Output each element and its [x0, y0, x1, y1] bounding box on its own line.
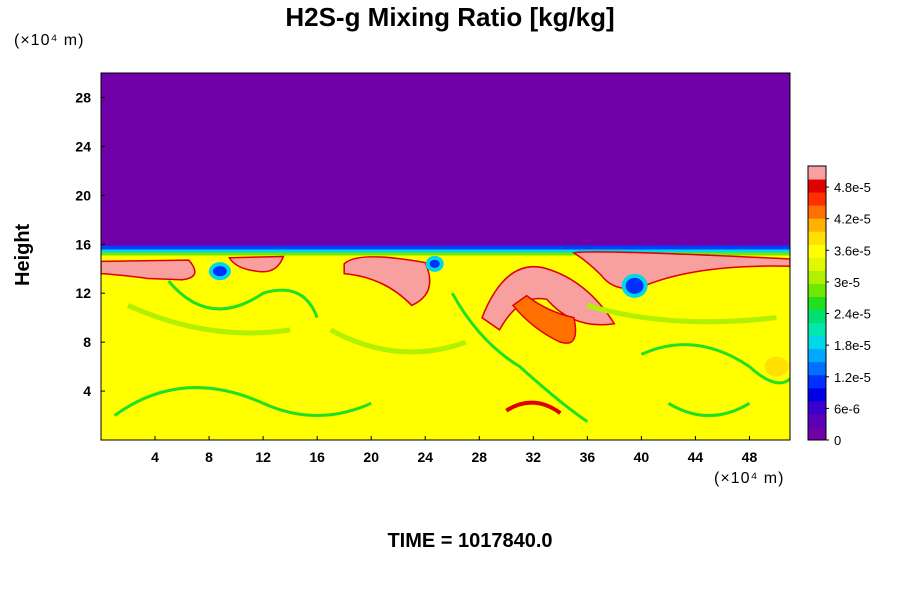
colorbar-segment: [808, 335, 826, 350]
colorbar-tick-label: 0: [834, 433, 841, 448]
swirl: [113, 386, 372, 417]
colorbar-segment: [808, 218, 826, 232]
y-tick-label: 28: [75, 89, 91, 105]
swirl: [640, 343, 790, 385]
colorbar-segment: [808, 205, 826, 219]
x-tick-label: 16: [309, 449, 325, 465]
colorbar-segment: [808, 348, 826, 363]
x-tick-label: 48: [742, 449, 758, 465]
plot-area: [101, 73, 790, 440]
x-tick-label: 40: [634, 449, 650, 465]
colorbar: 0 6e-6 1.2e-5 1.8e-5 2.4e-5 3e-5 3.6e-5 4.2e-5 4…: [807, 165, 871, 448]
field-feature: [511, 294, 577, 344]
colorbar-segment: [808, 283, 826, 297]
x-unit-label: (×10⁴ m): [714, 470, 785, 487]
interface-cyan: [101, 249, 790, 253]
colorbar-segment: [808, 400, 826, 415]
y-tick-label: 12: [75, 285, 91, 301]
field-feature: [343, 256, 431, 307]
region-upper-layer: [101, 73, 790, 251]
colorbar-segment: [808, 244, 826, 258]
x-tick-label: 24: [417, 449, 433, 465]
colorbar-segment: [808, 166, 826, 180]
swirl: [450, 292, 589, 423]
colorbar-segment: [808, 270, 826, 284]
eddy-core: [625, 277, 644, 294]
swirl: [667, 402, 751, 418]
colorbar-tick-label: 1.2e-5: [834, 370, 871, 385]
y-tick-label: 4: [83, 383, 91, 399]
field-feature: [228, 255, 285, 273]
colorbar-segment: [808, 387, 826, 402]
swirl: [167, 280, 319, 319]
swirl: [329, 327, 467, 355]
y-tick-label: 20: [75, 187, 91, 203]
y-tick-label: 16: [75, 236, 91, 252]
eddy-core: [212, 266, 227, 277]
field-feature: [101, 259, 196, 281]
colorbar-tick-label: 3e-5: [834, 275, 860, 290]
x-axis-ticks: 4 8 12 16 20 24 28 32 36 40 44 48: [151, 436, 757, 465]
x-tick-label: 36: [580, 449, 596, 465]
colorbar-segment: [808, 309, 826, 324]
colorbar-segment: [808, 361, 826, 376]
time-label: TIME = 1017840.0: [387, 530, 553, 552]
x-tick-label: 4: [151, 449, 159, 465]
x-tick-label: 28: [471, 449, 487, 465]
interface-green: [101, 252, 790, 256]
patch: [764, 356, 789, 377]
colorbar-segment: [808, 322, 826, 337]
colorbar-segment: [808, 296, 826, 311]
x-tick-label: 8: [205, 449, 213, 465]
y-axis-ticks: 4 8 12 16 20 24 28: [75, 89, 105, 399]
colorbar-tick-label: 4.8e-5: [834, 180, 871, 195]
x-tick-label: 20: [363, 449, 379, 465]
colorbar-tick-label: 2.4e-5: [834, 307, 871, 322]
colorbar-segment: [808, 413, 826, 428]
y-tick-label: 24: [75, 138, 91, 154]
colorbar-segment: [808, 231, 826, 245]
colorbar-tick-label: 3.6e-5: [834, 243, 871, 258]
y-unit-label: (×10⁴ m): [14, 32, 85, 49]
colorbar-tick-label: 6e-6: [834, 401, 860, 416]
x-tick-label: 44: [688, 449, 704, 465]
chart-title: H2S-g Mixing Ratio [kg/kg]: [285, 2, 615, 32]
colorbar-segment: [808, 192, 826, 206]
colorbar-segment: [808, 426, 826, 441]
x-tick-label: 12: [255, 449, 271, 465]
colorbar-tick-label: 4.2e-5: [834, 212, 871, 227]
colorbar-segment: [808, 257, 826, 271]
swirl: [586, 303, 777, 325]
eddy-core: [429, 259, 440, 268]
y-tick-label: 8: [83, 334, 91, 350]
plot-frame: [100, 72, 791, 441]
x-tick-label: 32: [526, 449, 542, 465]
colorbar-segment: [808, 374, 826, 389]
swirl: [126, 303, 291, 336]
colorbar-tick-label: 1.8e-5: [834, 338, 871, 353]
streak: [505, 400, 562, 415]
colorbar-frame: [807, 165, 827, 441]
interface-blue: [101, 245, 790, 250]
colorbar-segment: [808, 179, 826, 193]
